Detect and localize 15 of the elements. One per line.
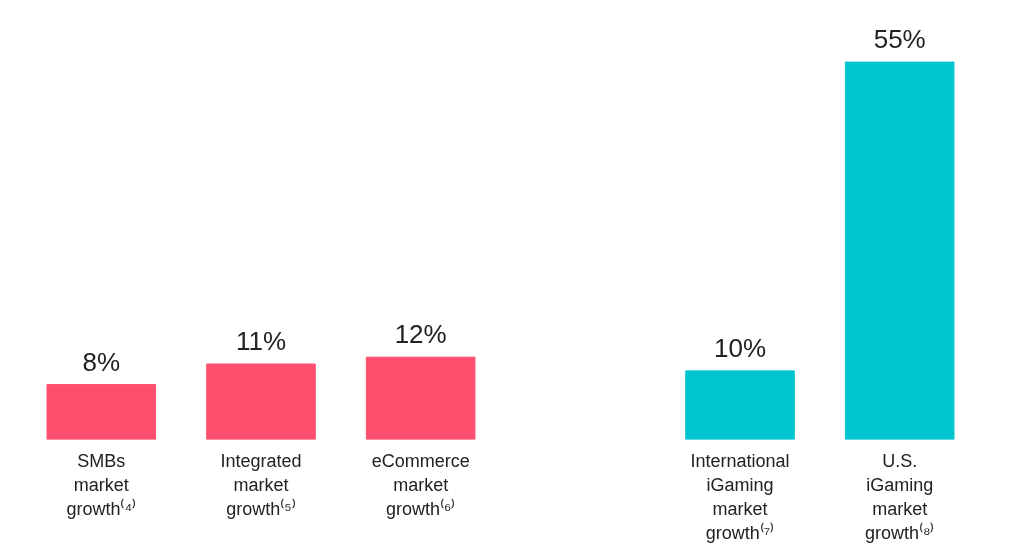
x-tick-label: eCommerce market growth⁽⁶⁾ — [371, 450, 470, 519]
bar — [206, 363, 316, 440]
x-tick-label: U.S. iGaming market growth⁽⁸⁾ — [864, 450, 935, 543]
data-label: 10% — [714, 332, 767, 363]
data-label: 8% — [82, 346, 121, 377]
data-label: 11% — [235, 326, 287, 357]
bar — [365, 356, 476, 440]
bar — [844, 61, 955, 440]
data-label: 55% — [873, 24, 926, 55]
bar — [685, 370, 795, 440]
x-tick-label: Integrated market growth⁽⁵⁾ — [220, 450, 302, 519]
x-tick-label: SMBs market growth⁽⁴⁾ — [66, 450, 137, 519]
x-tick-label: International iGaming market growth⁽⁷⁾ — [690, 450, 790, 543]
data-label: 12% — [394, 319, 447, 350]
bar — [46, 384, 157, 440]
